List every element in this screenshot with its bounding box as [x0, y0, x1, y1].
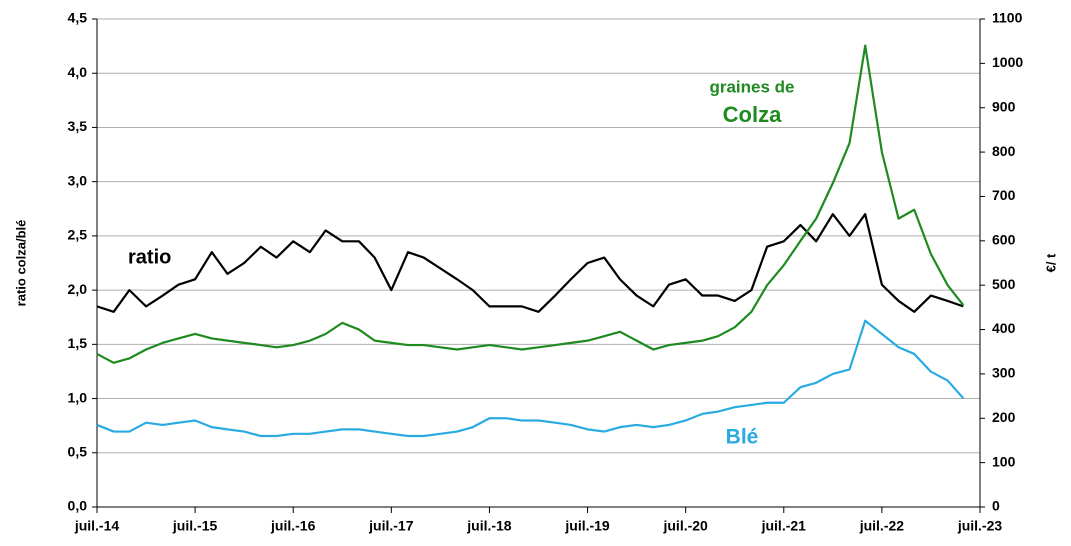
x-tick-label: juil.-18	[466, 518, 512, 534]
y2-tick-label: 500	[992, 276, 1016, 292]
y2-tick-label: 400	[992, 320, 1016, 336]
y2-tick-label: 200	[992, 409, 1016, 425]
y2-tick-label: 600	[992, 232, 1016, 248]
x-tick-label: juil.-21	[761, 518, 807, 534]
y2-axis-label: €/ t	[1043, 253, 1058, 272]
annotation: Blé	[726, 426, 759, 449]
y-tick-label: 0,0	[68, 498, 88, 514]
y-tick-label: 3,5	[68, 118, 88, 134]
x-tick-label: juil.-17	[368, 518, 414, 534]
line-series	[96, 319, 965, 438]
annotation: ratio	[128, 246, 171, 268]
y-tick-label: 2,0	[68, 281, 88, 297]
y-tick-label: 4,0	[68, 64, 88, 80]
line-series	[96, 44, 965, 364]
y-axis-label: ratio colza/blé	[13, 220, 28, 307]
y2-tick-label: 800	[992, 143, 1016, 159]
y2-tick-label: 700	[992, 187, 1016, 203]
x-tick-label: juil.-14	[74, 518, 120, 534]
y2-tick-label: 1000	[992, 54, 1023, 70]
x-tick-label: juil.-22	[859, 518, 905, 534]
line-series	[96, 213, 964, 313]
annotation: Colza	[723, 102, 782, 127]
y2-tick-label: 1100	[992, 10, 1023, 26]
y2-tick-label: 100	[992, 453, 1016, 469]
y2-tick-label: 0	[992, 498, 1000, 514]
y2-tick-label: 300	[992, 365, 1016, 381]
x-tick-label: juil.-23	[957, 518, 1003, 534]
x-tick-label: juil.-19	[564, 518, 610, 534]
y-tick-label: 1,5	[68, 335, 88, 351]
y-tick-label: 1,0	[68, 389, 88, 405]
x-tick-label: juil.-16	[270, 518, 316, 534]
y-tick-label: 2,5	[68, 227, 88, 243]
y-tick-label: 4,5	[68, 10, 88, 26]
y-tick-label: 0,5	[68, 443, 88, 459]
y2-tick-label: 900	[992, 98, 1016, 114]
y-tick-label: 3,0	[68, 172, 88, 188]
x-tick-label: juil.-20	[662, 518, 708, 534]
annotation: graines de	[709, 77, 794, 96]
x-tick-label: juil.-15	[172, 518, 218, 534]
